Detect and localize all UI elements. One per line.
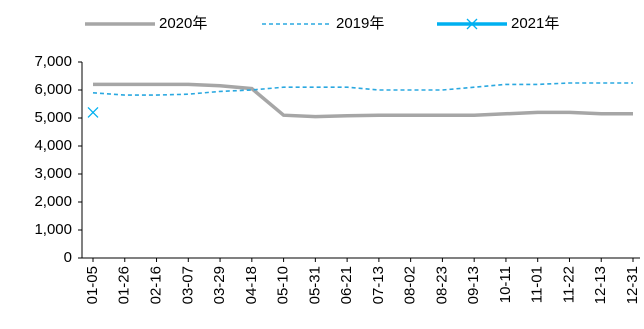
x-tick-label: 01-05 bbox=[84, 266, 101, 304]
series-line bbox=[92, 82, 633, 96]
x-tick-label: 03-29 bbox=[211, 266, 228, 304]
x-tick-label: 06-21 bbox=[338, 266, 355, 304]
x-tick-label: 10-11 bbox=[497, 266, 514, 303]
legend-label: 2020年 bbox=[159, 15, 207, 32]
x-tick-label: 02-16 bbox=[147, 266, 164, 304]
y-tick-label: 3,000 bbox=[34, 165, 72, 182]
y-tick-label: 2,000 bbox=[34, 193, 72, 210]
y-tick-label: 4,000 bbox=[34, 137, 72, 154]
y-tick-label: 6,000 bbox=[34, 81, 72, 98]
x-tick-label: 09-13 bbox=[465, 266, 482, 304]
y-tick-label: 5,000 bbox=[34, 109, 72, 126]
x-tick-label: 11-01 bbox=[529, 266, 546, 303]
legend-marker bbox=[466, 18, 478, 30]
point-marker bbox=[87, 106, 99, 118]
x-tick-label: 03-07 bbox=[179, 266, 196, 304]
x-tick-label: 11-22 bbox=[560, 266, 577, 303]
y-tick-label: 7,000 bbox=[34, 53, 72, 70]
series-line bbox=[93, 82, 633, 119]
x-tick-label: 01-26 bbox=[116, 266, 133, 304]
y-tick-label: 0 bbox=[64, 249, 72, 266]
x-tick-label: 08-02 bbox=[402, 266, 419, 304]
x-tick-label: 05-10 bbox=[275, 266, 292, 304]
legend-item: 2019年 bbox=[262, 15, 384, 32]
legend-label: 2021年 bbox=[511, 15, 559, 32]
x-tick-label: 12-31 bbox=[624, 266, 641, 304]
legend-label: 2019年 bbox=[336, 15, 384, 32]
x-tick-label: 08-23 bbox=[433, 266, 450, 304]
legend-item: 2020年 bbox=[85, 15, 207, 32]
x-tick-label: 12-13 bbox=[592, 266, 609, 304]
x-tick-label: 05-31 bbox=[306, 266, 323, 304]
y-tick-label: 1,000 bbox=[34, 221, 72, 238]
x-tick-label: 07-13 bbox=[370, 266, 387, 304]
x-tick-label: 04-18 bbox=[243, 266, 260, 304]
legend-item: 2021年 bbox=[437, 15, 559, 32]
